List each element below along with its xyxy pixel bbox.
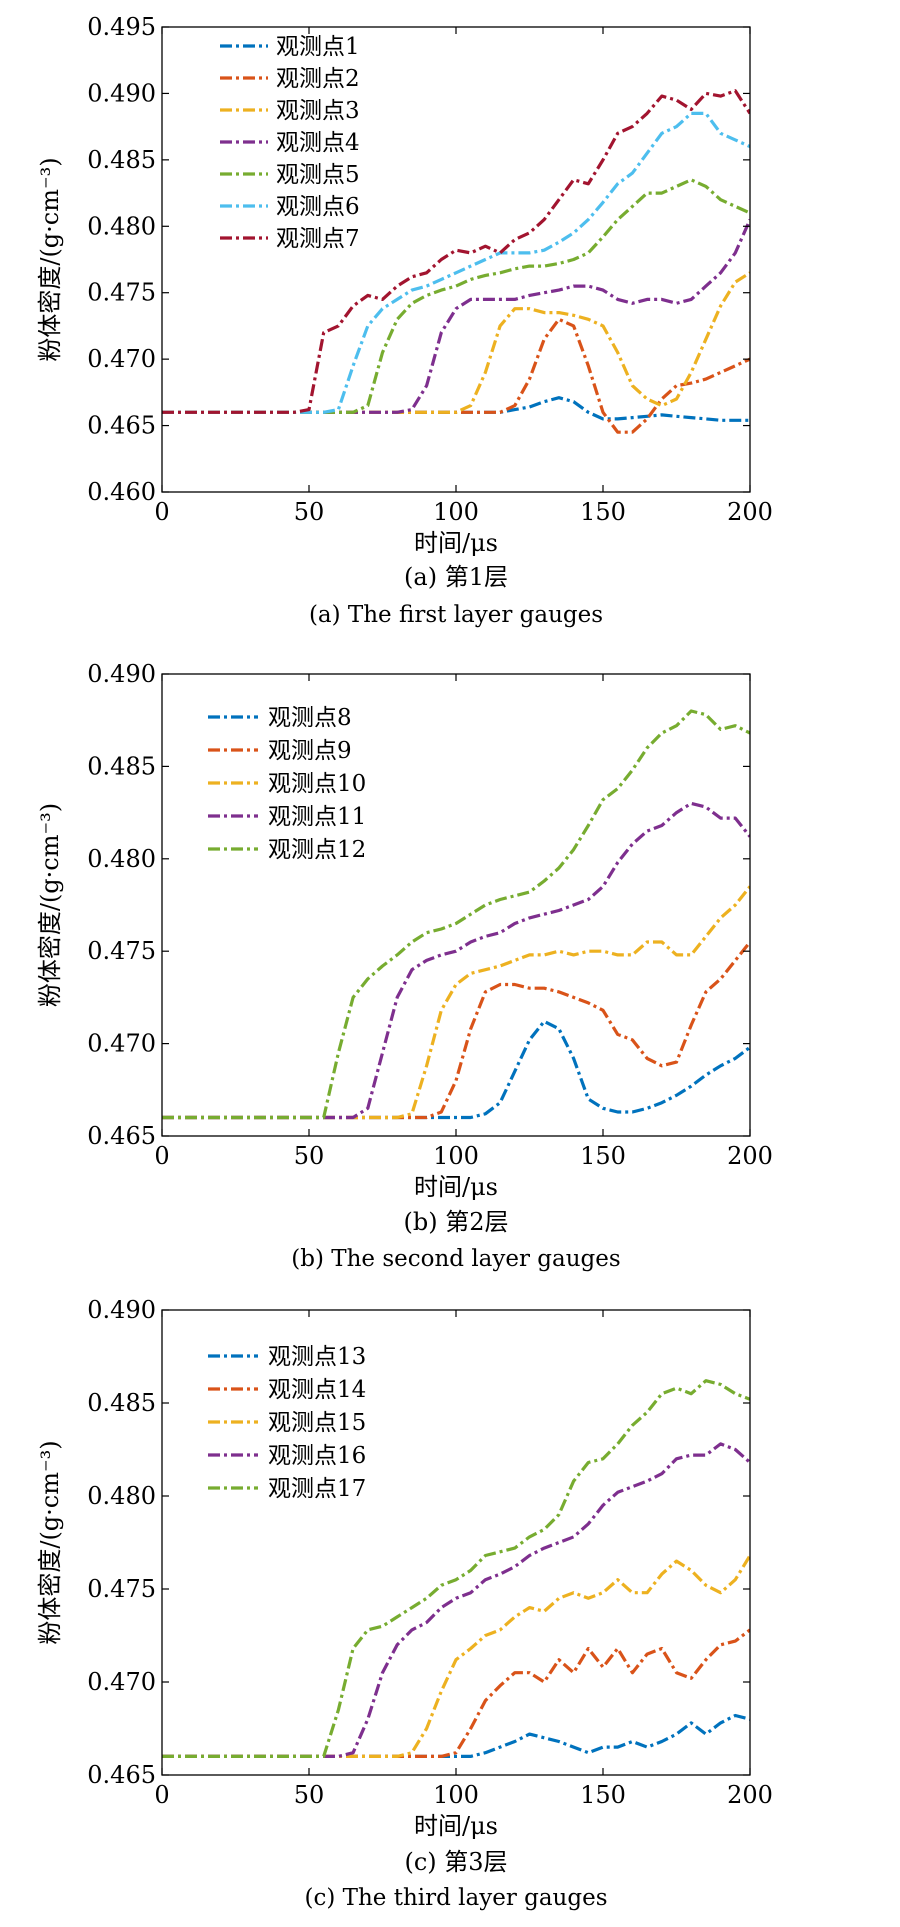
legend-label-7: 观测点7 — [276, 226, 360, 252]
series-group — [162, 709, 750, 1120]
legend-label-2: 观测点14 — [268, 1377, 366, 1403]
x-tick-label: 0 — [154, 1781, 169, 1809]
x-tick-label: 100 — [433, 1781, 479, 1809]
y-tick-label: 0.465 — [87, 1122, 156, 1150]
y-axis-title: 粉体密度/(g·cm⁻³) — [36, 803, 64, 1007]
caption-cn: (a) 第1层 — [404, 563, 508, 591]
series-line-2 — [162, 941, 750, 1120]
legend: 观测点1 观测点2 观测点3 观测点4 观测点5 观测点6 观测点7 — [220, 34, 360, 252]
legend-label-6: 观测点6 — [276, 194, 360, 220]
x-tick-label: 150 — [580, 498, 626, 526]
series-line-7 — [162, 89, 750, 414]
series-line-6 — [162, 111, 750, 414]
legend-label-3: 观测点10 — [268, 771, 366, 797]
x-tick-label: 0 — [154, 1142, 169, 1170]
y-tick-label: 0.475 — [87, 937, 156, 965]
series-line-1 — [162, 1713, 750, 1758]
y-tick-label: 0.480 — [87, 845, 156, 873]
legend-label-4: 观测点16 — [268, 1443, 366, 1469]
plot-frame — [161, 1309, 751, 1776]
caption-cn: (b) 第2层 — [404, 1208, 509, 1236]
series-line-4 — [162, 801, 750, 1120]
series-line-5 — [162, 1379, 750, 1758]
y-tick-label: 0.475 — [87, 279, 156, 307]
series-line-1 — [162, 1019, 750, 1120]
caption-en: (c) The third layer gauges — [304, 1885, 607, 1911]
legend-label-5: 观测点5 — [276, 162, 360, 188]
legend-label-2: 观测点9 — [268, 738, 352, 764]
x-tick-label: 200 — [727, 498, 773, 526]
chart-panel-1: 0 50 100 150 200 0.460 0.465 0.470 0.475 0.480 0.4… — [36, 13, 773, 628]
x-axis-title: 时间/μs — [414, 1173, 498, 1201]
x-tick-label: 50 — [294, 1142, 325, 1170]
x-axis-title: 时间/μs — [414, 529, 498, 557]
series-line-5 — [162, 709, 750, 1120]
y-tick-label: 0.480 — [87, 212, 156, 240]
y-tick-label: 0.495 — [87, 13, 156, 41]
y-axis-title: 粉体密度/(g·cm⁻³) — [36, 1440, 64, 1644]
caption-cn: (c) 第3层 — [404, 1848, 507, 1876]
series-line-3 — [162, 885, 750, 1120]
legend-label-1: 观测点8 — [268, 705, 352, 731]
y-tick-label: 0.475 — [87, 1575, 156, 1603]
series-line-3 — [162, 1554, 750, 1758]
y-tick-label: 0.490 — [87, 79, 156, 107]
series-line-4 — [162, 218, 750, 414]
legend: 观测点8 观测点9 观测点10 观测点11 观测点12 — [208, 705, 366, 863]
caption-en: (a) The first layer gauges — [309, 602, 603, 628]
x-tick-label: 100 — [433, 498, 479, 526]
y-tick-label: 0.470 — [87, 1030, 156, 1058]
y-tick-label: 0.485 — [87, 1389, 156, 1417]
x-tick-label: 100 — [433, 1142, 479, 1170]
series-line-4 — [162, 1442, 750, 1758]
y-tick-label: 0.470 — [87, 345, 156, 373]
legend-label-3: 观测点3 — [276, 98, 360, 124]
legend-label-2: 观测点2 — [276, 66, 360, 92]
chart-panel-2: 0 50 100 150 200 0.465 0.470 0.475 0.480 0.485 0.4… — [36, 660, 773, 1272]
legend-label-1: 观测点13 — [268, 1344, 366, 1370]
x-tick-label: 200 — [727, 1781, 773, 1809]
chart-panel-3: 0 50 100 150 200 0.465 0.470 0.475 0.480 0.485 0.4… — [36, 1296, 773, 1911]
x-tick-label: 150 — [580, 1781, 626, 1809]
x-tick-label: 150 — [580, 1142, 626, 1170]
series-line-1 — [162, 396, 750, 422]
y-axis-title: 粉体密度/(g·cm⁻³) — [36, 157, 64, 361]
legend-label-3: 观测点15 — [268, 1410, 366, 1436]
y-tick-label: 0.470 — [87, 1668, 156, 1696]
legend-label-5: 观测点12 — [268, 837, 366, 863]
y-tick-label: 0.480 — [87, 1482, 156, 1510]
legend-label-1: 观测点1 — [276, 34, 360, 60]
y-tick-label: 0.490 — [87, 1296, 156, 1324]
series-group — [162, 89, 750, 434]
legend-label-4: 观测点11 — [268, 804, 366, 830]
x-axis-title: 时间/μs — [414, 1812, 498, 1840]
series-group — [162, 1379, 750, 1758]
series-line-2 — [162, 1628, 750, 1758]
legend-label-4: 观测点4 — [276, 130, 360, 156]
y-tick-label: 0.485 — [87, 752, 156, 780]
y-tick-label: 0.485 — [87, 146, 156, 174]
x-tick-label: 50 — [294, 498, 325, 526]
legend: 观测点13 观测点14 观测点15 观测点16 观测点17 — [208, 1344, 366, 1502]
y-tick-label: 0.490 — [87, 660, 156, 688]
x-tick-label: 0 — [154, 498, 169, 526]
legend-label-5: 观测点17 — [268, 1476, 366, 1502]
caption-en: (b) The second layer gauges — [291, 1246, 620, 1272]
x-tick-label: 50 — [294, 1781, 325, 1809]
y-tick-label: 0.465 — [87, 412, 156, 440]
series-line-3 — [162, 271, 750, 414]
y-tick-label: 0.465 — [87, 1761, 156, 1789]
y-tick-label: 0.460 — [87, 478, 156, 506]
series-line-5 — [162, 178, 750, 414]
x-tick-label: 200 — [727, 1142, 773, 1170]
